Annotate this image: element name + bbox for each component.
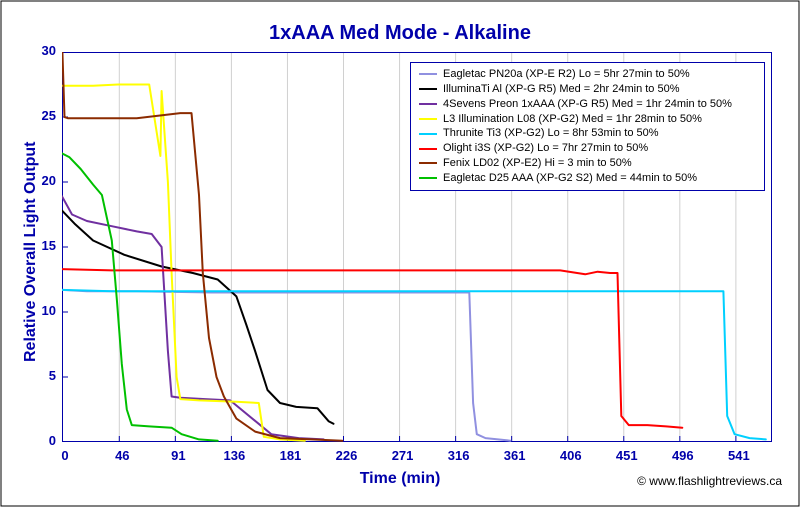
x-tick: 316 — [444, 448, 474, 463]
legend-item: Olight i3S (XP-G2) Lo = 7hr 27min to 50% — [419, 141, 756, 156]
legend-item: 4Sevens Preon 1xAAA (XP-G R5) Med = 1hr … — [419, 97, 756, 112]
legend-item: L3 Illumination L08 (XP-G2) Med = 1hr 28… — [419, 112, 756, 127]
legend-item: Fenix LD02 (XP-E2) Hi = 3 min to 50% — [419, 156, 756, 171]
chart-title: 1xAAA Med Mode - Alkaline — [0, 22, 800, 45]
y-tick: 0 — [49, 433, 56, 448]
legend-item: Eagletac D25 AAA (XP-G2 S2) Med = 44min … — [419, 171, 756, 186]
y-tick: 10 — [42, 303, 56, 318]
legend-swatch — [419, 148, 437, 150]
x-tick: 46 — [107, 448, 137, 463]
y-tick: 5 — [49, 368, 56, 383]
x-tick: 271 — [388, 448, 418, 463]
legend-swatch — [419, 118, 437, 120]
x-tick: 226 — [332, 448, 362, 463]
legend-item: Thrunite Ti3 (XP-G2) Lo = 8hr 53min to 5… — [419, 126, 756, 141]
x-tick: 136 — [219, 448, 249, 463]
legend-item: IlluminaTi Al (XP-G R5) Med = 2hr 24min … — [419, 82, 756, 97]
legend-label: 4Sevens Preon 1xAAA (XP-G R5) Med = 1hr … — [443, 97, 732, 112]
legend-label: Thrunite Ti3 (XP-G2) Lo = 8hr 53min to 5… — [443, 126, 659, 141]
legend-label: IlluminaTi Al (XP-G R5) Med = 2hr 24min … — [443, 82, 680, 97]
legend-item: Eagletac PN20a (XP-E R2) Lo = 5hr 27min … — [419, 67, 756, 82]
y-axis-label: Relative Overall Light Output — [22, 142, 40, 362]
legend-label: Olight i3S (XP-G2) Lo = 7hr 27min to 50% — [443, 141, 648, 156]
legend-swatch — [419, 73, 437, 75]
legend-swatch — [419, 162, 437, 164]
legend-label: Eagletac PN20a (XP-E R2) Lo = 5hr 27min … — [443, 67, 690, 82]
copyright-text: © www.flashlightreviews.ca — [637, 474, 782, 488]
x-tick: 0 — [50, 448, 80, 463]
legend-label: L3 Illumination L08 (XP-G2) Med = 1hr 28… — [443, 112, 702, 127]
legend-swatch — [419, 103, 437, 105]
x-tick: 406 — [556, 448, 586, 463]
x-tick: 496 — [668, 448, 698, 463]
y-tick: 20 — [42, 173, 56, 188]
legend: Eagletac PN20a (XP-E R2) Lo = 5hr 27min … — [410, 62, 765, 191]
y-tick: 15 — [42, 238, 56, 253]
legend-label: Eagletac D25 AAA (XP-G2 S2) Med = 44min … — [443, 171, 697, 186]
legend-swatch — [419, 133, 437, 135]
legend-swatch — [419, 88, 437, 90]
y-tick: 25 — [42, 108, 56, 123]
legend-swatch — [419, 177, 437, 179]
x-tick: 91 — [163, 448, 193, 463]
x-tick: 181 — [275, 448, 305, 463]
chart-frame: 1xAAA Med Mode - Alkaline Relative Overa… — [0, 0, 800, 507]
legend-label: Fenix LD02 (XP-E2) Hi = 3 min to 50% — [443, 156, 632, 171]
x-tick: 361 — [500, 448, 530, 463]
y-tick: 30 — [42, 43, 56, 58]
x-tick: 541 — [724, 448, 754, 463]
x-tick: 451 — [612, 448, 642, 463]
